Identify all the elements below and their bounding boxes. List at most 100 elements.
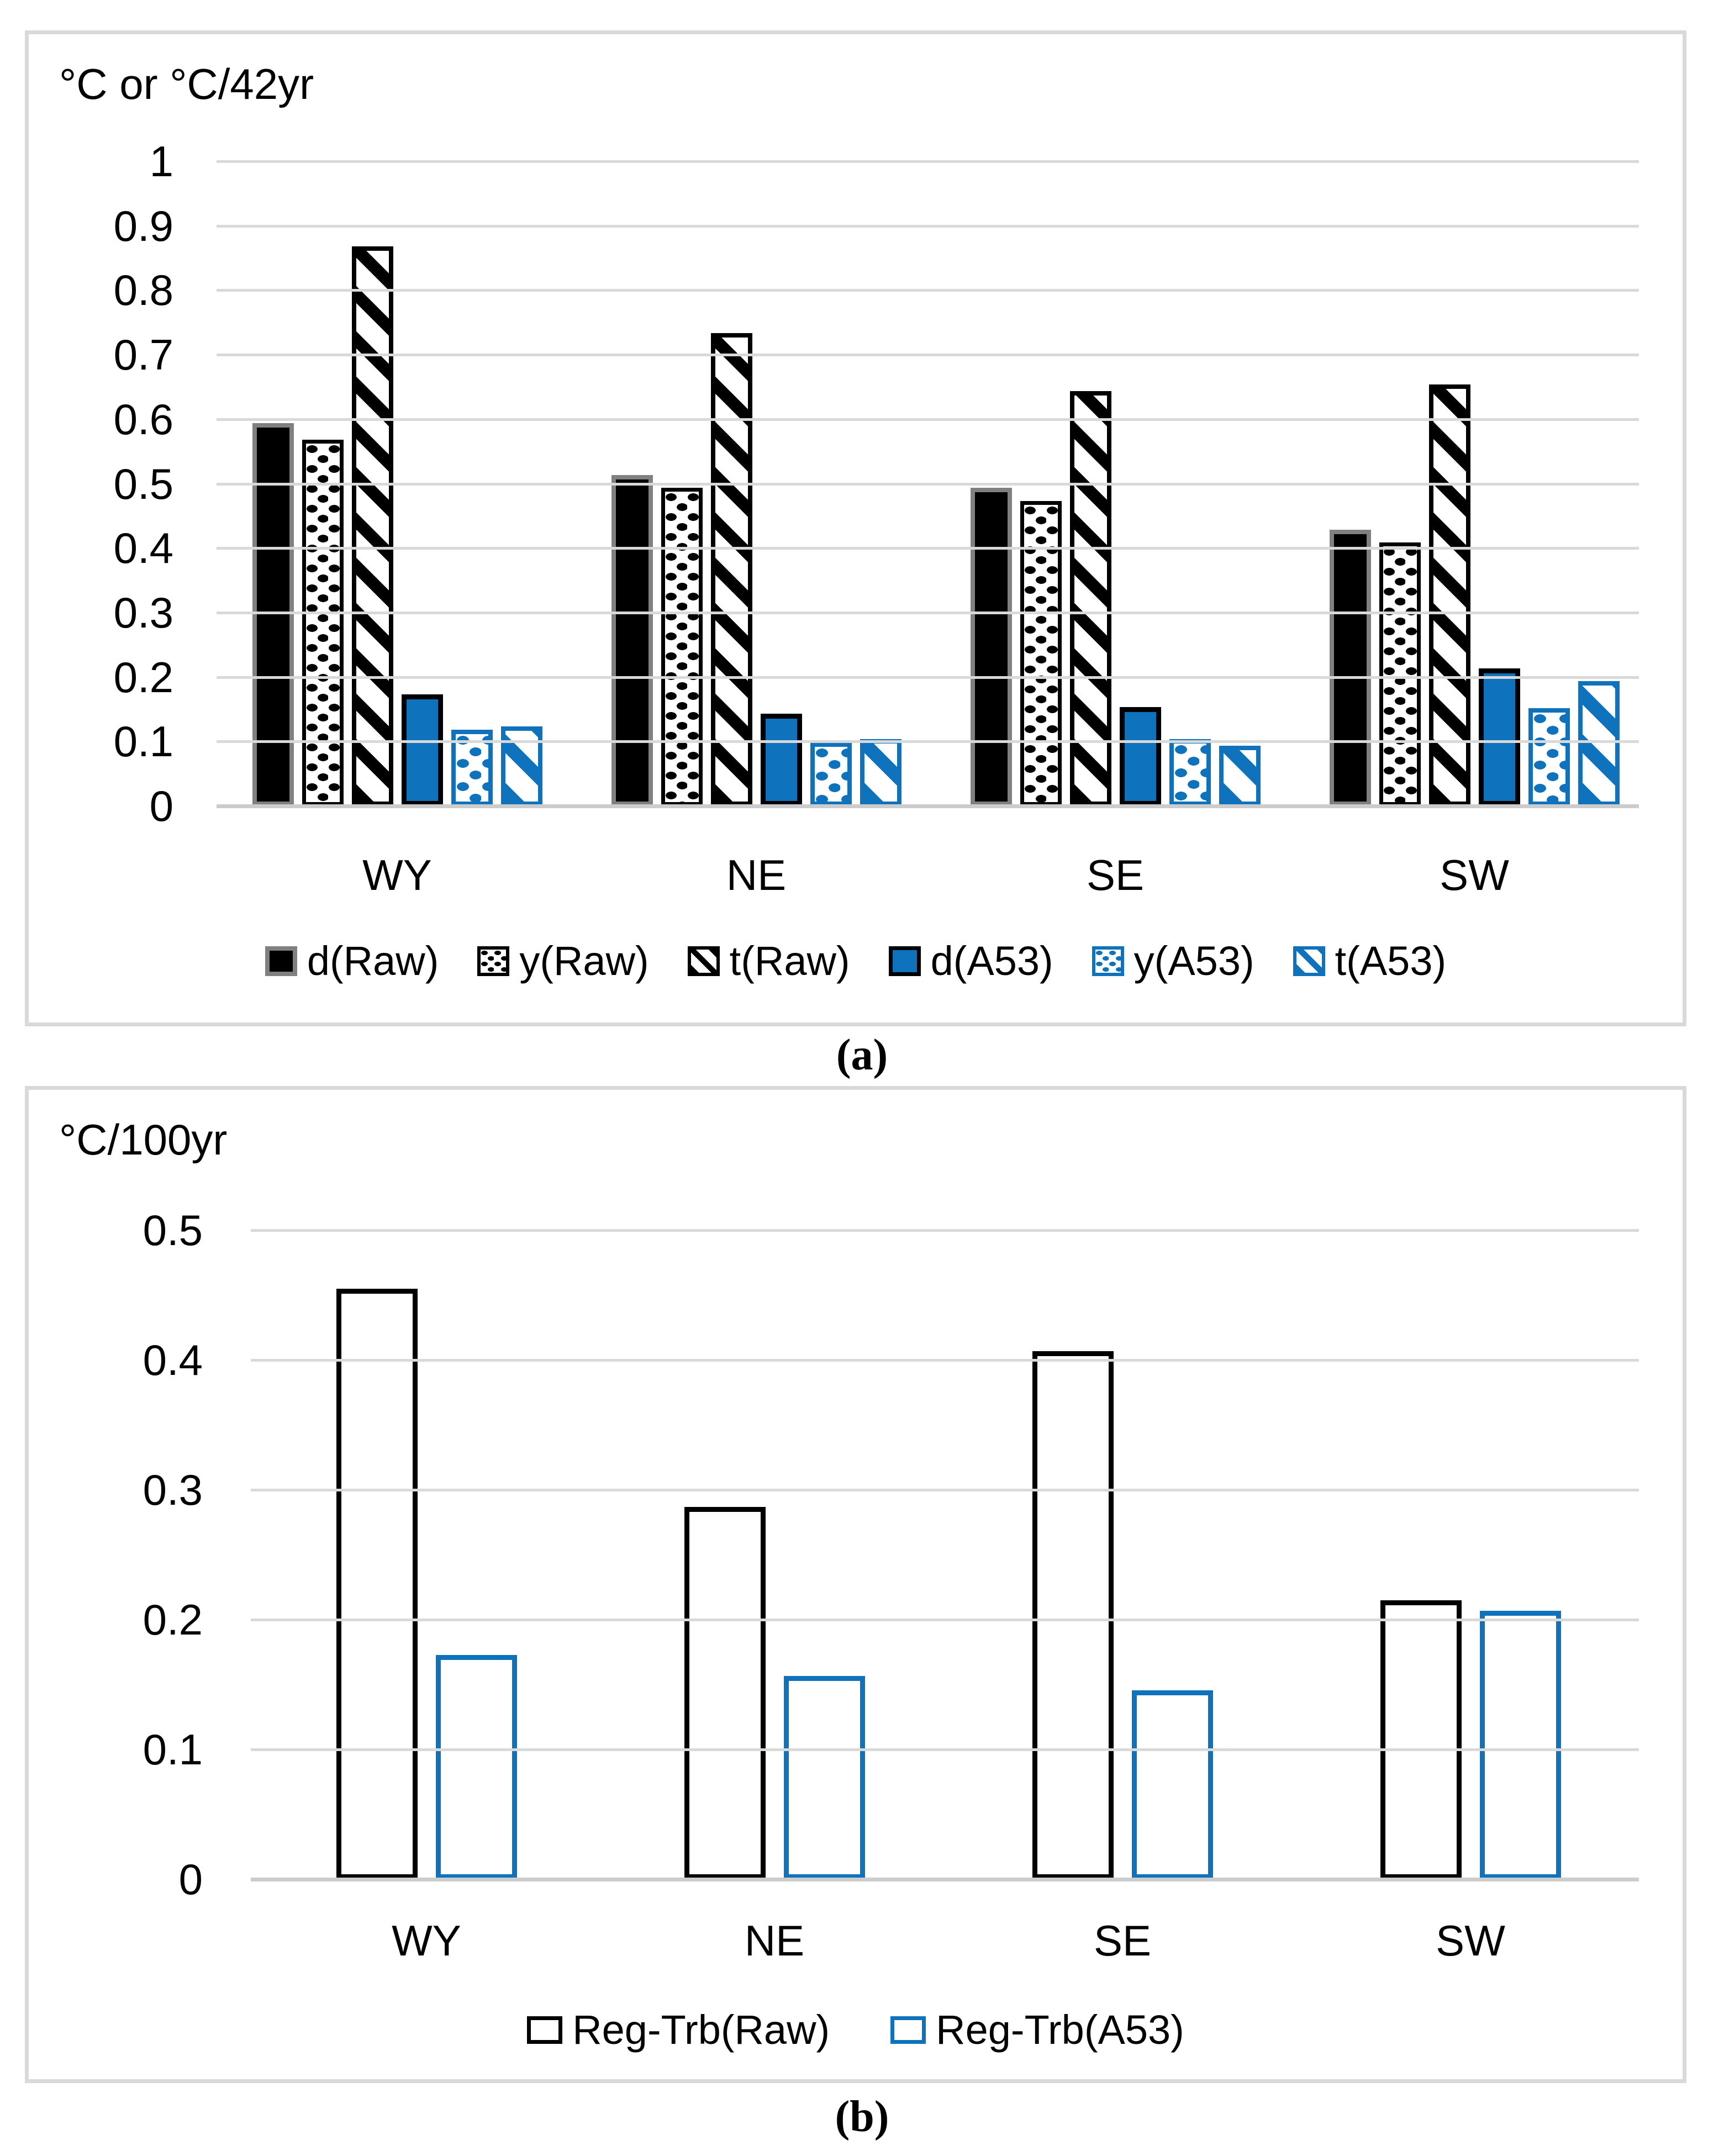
chart-a-plot-area (217, 161, 1639, 806)
y-axis-tick-label: 0.7 (113, 330, 173, 379)
legend-item-y(A53): y(A53) (1092, 938, 1254, 984)
x-axis-label-WY: WY (362, 851, 432, 899)
y-axis-tick-label: 0.4 (113, 524, 173, 573)
chart-b-y-axis-title: °C/100yr (59, 1115, 228, 1164)
gridline (217, 676, 1639, 679)
gridline (217, 804, 1639, 808)
legend-swatch-y(Raw) (477, 946, 510, 976)
legend-label-Reg-Trb(A53): Reg-Trb(A53) (936, 2007, 1184, 2053)
chart-b-plot-area (251, 1230, 1639, 1879)
chart-a-legend: d(Raw) y(Raw) t(Raw) d(A53) y(A53) t(A53) (29, 934, 1683, 989)
bar-y(Raw)-SE (1020, 501, 1062, 806)
bar-t(A53)-NE (860, 739, 901, 806)
legend-label-t(Raw): t(Raw) (729, 938, 850, 984)
x-axis-label-WY: WY (392, 1916, 461, 1965)
legend-item-Reg-Trb(Raw): Reg-Trb(Raw) (527, 2007, 830, 2053)
bar-t(A53)-WY (500, 726, 542, 806)
x-axis-label-SW: SW (1440, 851, 1509, 899)
y-axis-tick-label: 0.2 (113, 652, 173, 702)
legend-swatch-d(A53) (888, 946, 921, 976)
bar-d(Raw)-WY (252, 423, 294, 806)
bar-d(Raw)-NE (611, 475, 653, 806)
bar-t(Raw)-SW (1428, 384, 1470, 806)
y-axis-tick-label: 0.3 (113, 588, 173, 637)
chart-a-y-axis-title: °C or °C/42yr (59, 60, 314, 108)
gridline (217, 354, 1639, 357)
y-axis-tick-label: 0.6 (113, 394, 173, 444)
y-axis-tick-label: 0.3 (143, 1466, 203, 1514)
legend-item-t(Raw): t(Raw) (687, 938, 850, 984)
y-axis-tick-label: 0.1 (143, 1725, 203, 1774)
legend-label-y(Raw): y(Raw) (519, 938, 649, 984)
gridline (251, 1619, 1639, 1621)
gridline (251, 1359, 1639, 1362)
legend-swatch-Reg-Trb(A53) (890, 2016, 926, 2044)
legend-item-t(A53): t(A53) (1293, 938, 1447, 984)
bar-y(Raw)-NE (661, 488, 703, 806)
gridline (251, 1748, 1639, 1751)
gridline (217, 740, 1639, 744)
bar-y(A53)-NE (810, 742, 852, 806)
gridline (251, 1489, 1639, 1491)
bar-y(A53)-WY (451, 730, 493, 806)
y-axis-tick-label: 0.8 (113, 266, 173, 315)
bar-Reg-Trb(Raw)-SW (1380, 1600, 1462, 1879)
legend-item-y(Raw): y(Raw) (477, 938, 649, 984)
legend-label-Reg-Trb(Raw): Reg-Trb(Raw) (572, 2007, 830, 2053)
bar-Reg-Trb(Raw)-WY (336, 1289, 418, 1879)
legend-label-t(A53): t(A53) (1335, 938, 1447, 984)
chart-a-panel: °C or °C/42yr d(Raw) y(Raw) t(Raw) d(A53) y(… (25, 30, 1686, 1026)
y-axis-tick-label: 0.9 (113, 201, 173, 250)
y-axis-tick-label: 0 (149, 782, 173, 830)
bar-Reg-Trb(A53)-WY (435, 1655, 517, 1879)
bar-t(Raw)-NE (710, 333, 752, 806)
legend-swatch-d(Raw) (265, 946, 297, 976)
bar-t(Raw)-WY (351, 246, 393, 806)
gridline (217, 160, 1639, 163)
legend-item-Reg-Trb(A53): Reg-Trb(A53) (890, 2007, 1184, 2053)
x-axis-label-SE: SE (1093, 1916, 1152, 1965)
bar-Reg-Trb(A53)-SE (1131, 1690, 1213, 1879)
gridline (217, 224, 1639, 228)
bar-d(Raw)-SW (1329, 530, 1371, 806)
legend-swatch-t(Raw) (687, 946, 720, 976)
bar-Reg-Trb(Raw)-SE (1032, 1351, 1114, 1879)
bar-d(A53)-SW (1478, 668, 1520, 806)
legend-label-y(A53): y(A53) (1133, 938, 1254, 984)
y-axis-tick-label: 0.4 (143, 1336, 203, 1384)
bar-t(Raw)-SE (1069, 391, 1111, 806)
chart-b-legend: Reg-Trb(Raw) Reg-Trb(A53) (29, 2002, 1683, 2058)
caption-a: (a) (836, 1031, 888, 1079)
bar-y(A53)-SE (1169, 739, 1211, 806)
y-axis-tick-label: 0.5 (113, 459, 173, 508)
bar-Reg-Trb(Raw)-NE (684, 1507, 766, 1879)
gridline (217, 547, 1639, 550)
bar-t(A53)-SW (1578, 681, 1620, 806)
bar-t(A53)-SE (1219, 746, 1261, 806)
bar-y(A53)-SW (1528, 708, 1570, 806)
bar-y(Raw)-SW (1379, 542, 1421, 806)
legend-label-d(Raw): d(Raw) (307, 938, 439, 984)
gridline (251, 1229, 1639, 1232)
y-axis-tick-label: 0.5 (143, 1206, 203, 1254)
gridline (251, 1878, 1639, 1881)
bar-d(Raw)-SE (970, 488, 1012, 806)
bar-y(Raw)-WY (302, 440, 344, 806)
bar-d(A53)-WY (401, 694, 443, 806)
gridline (217, 289, 1639, 292)
y-axis-tick-label: 0 (178, 1855, 203, 1904)
y-axis-tick-label: 1 (149, 137, 173, 186)
gridline (217, 611, 1639, 614)
x-axis-label-NE: NE (726, 851, 787, 899)
legend-swatch-t(A53) (1293, 946, 1325, 976)
legend-swatch-Reg-Trb(Raw) (527, 2016, 563, 2044)
y-axis-tick-label: 0.2 (143, 1595, 203, 1644)
bar-Reg-Trb(A53)-SW (1479, 1611, 1561, 1879)
legend-label-d(A53): d(A53) (930, 938, 1053, 984)
legend-swatch-y(A53) (1092, 946, 1124, 976)
x-axis-label-SW: SW (1436, 1916, 1505, 1965)
legend-item-d(A53): d(A53) (888, 938, 1053, 984)
x-axis-label-SE: SE (1086, 851, 1145, 899)
y-axis-tick-label: 0.1 (113, 717, 173, 766)
bar-d(A53)-SE (1119, 707, 1161, 806)
